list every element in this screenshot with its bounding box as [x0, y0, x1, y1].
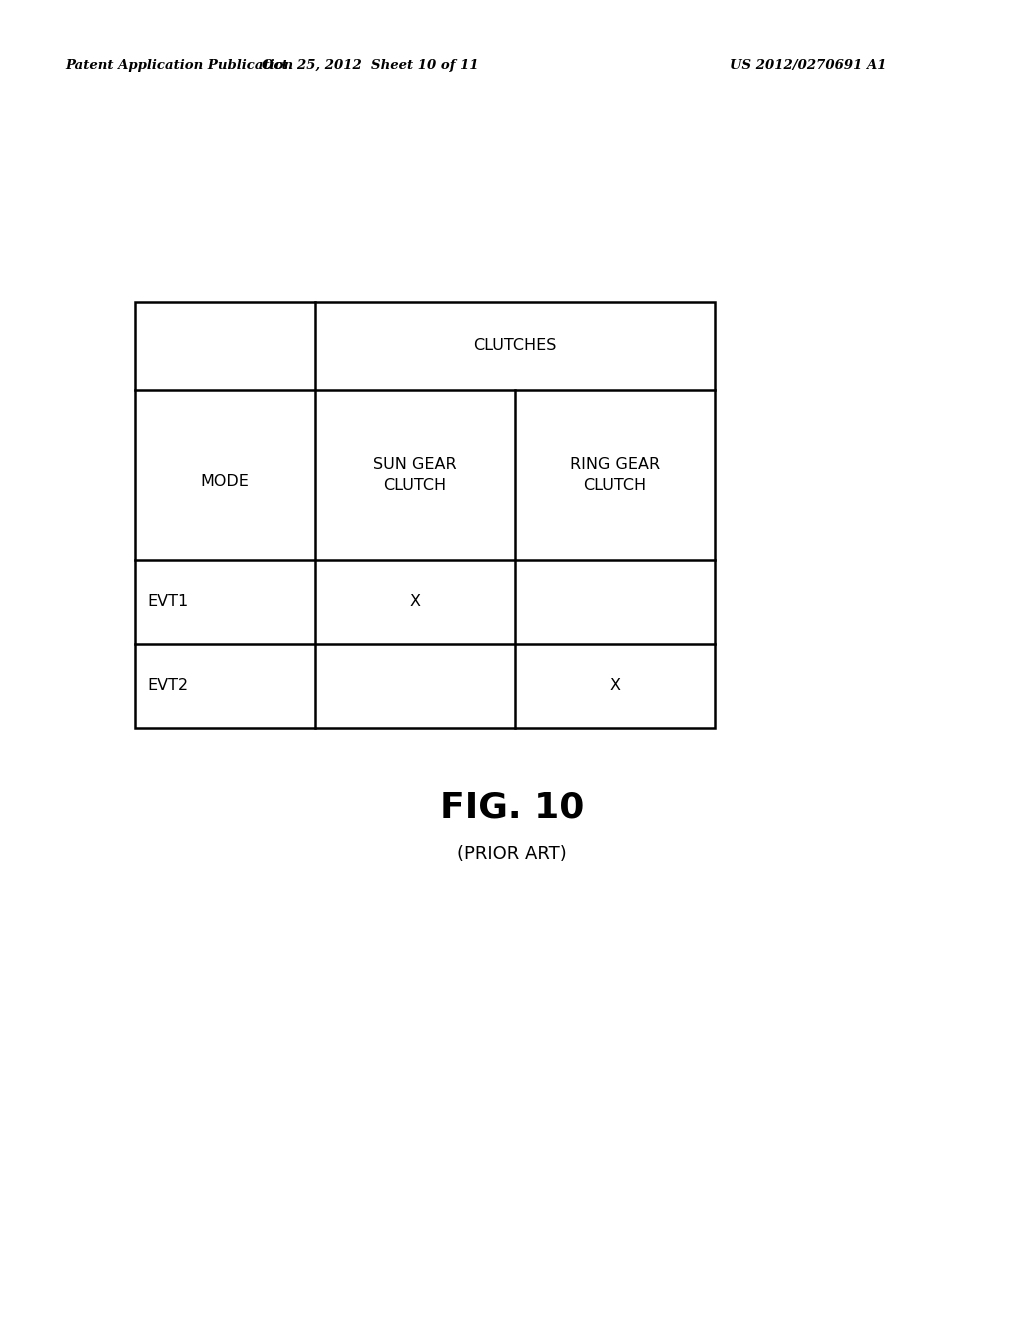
Text: EVT1: EVT1: [147, 594, 188, 610]
Text: SUN GEAR
CLUTCH: SUN GEAR CLUTCH: [373, 457, 457, 492]
Text: Oct. 25, 2012  Sheet 10 of 11: Oct. 25, 2012 Sheet 10 of 11: [262, 58, 478, 71]
Text: EVT2: EVT2: [147, 678, 188, 693]
Text: FIG. 10: FIG. 10: [440, 789, 584, 824]
Text: X: X: [609, 678, 621, 693]
Text: MODE: MODE: [201, 474, 250, 488]
Text: RING GEAR
CLUTCH: RING GEAR CLUTCH: [570, 457, 660, 492]
Bar: [135, 302, 715, 729]
Text: (PRIOR ART): (PRIOR ART): [457, 845, 567, 863]
Text: CLUTCHES: CLUTCHES: [473, 338, 557, 354]
Text: US 2012/0270691 A1: US 2012/0270691 A1: [730, 58, 887, 71]
Text: X: X: [410, 594, 421, 610]
Text: Patent Application Publication: Patent Application Publication: [65, 58, 293, 71]
